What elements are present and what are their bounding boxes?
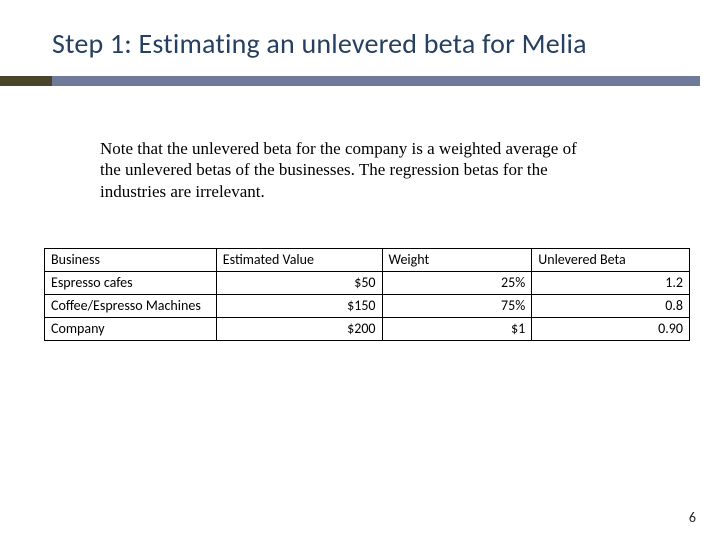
cell-unlevered-beta: 0.8	[532, 295, 690, 318]
page-number: 6	[689, 509, 696, 526]
cell-unlevered-beta: 0.90	[532, 318, 690, 341]
cell-business: Coffee/Espresso Machines	[45, 295, 217, 318]
col-header-weight: Weight	[382, 249, 532, 272]
title-underline-left	[0, 76, 52, 86]
title-underline	[0, 76, 700, 86]
title-underline-right	[52, 76, 700, 86]
slide-title: Step 1: Estimating an unlevered beta for…	[52, 26, 690, 61]
slide: Step 1: Estimating an unlevered beta for…	[0, 0, 720, 540]
table-row: Coffee/Espresso Machines $150 75% 0.8	[45, 295, 690, 318]
table-row: Espresso cafes $50 25% 1.2	[45, 272, 690, 295]
cell-weight: 75%	[382, 295, 532, 318]
cell-estimated-value: $200	[216, 318, 382, 341]
data-table-wrap: Business Estimated Value Weight Unlevere…	[44, 248, 690, 341]
col-header-unlevered-beta: Unlevered Beta	[532, 249, 690, 272]
cell-weight: 25%	[382, 272, 532, 295]
cell-business: Company	[45, 318, 217, 341]
cell-weight: $1	[382, 318, 532, 341]
table-header-row: Business Estimated Value Weight Unlevere…	[45, 249, 690, 272]
cell-estimated-value: $150	[216, 295, 382, 318]
cell-unlevered-beta: 1.2	[532, 272, 690, 295]
cell-business: Espresso cafes	[45, 272, 217, 295]
table-row: Company $200 $1 0.90	[45, 318, 690, 341]
note-text: Note that the unlevered beta for the com…	[100, 138, 578, 202]
col-header-business: Business	[45, 249, 217, 272]
data-table: Business Estimated Value Weight Unlevere…	[44, 248, 690, 341]
cell-estimated-value: $50	[216, 272, 382, 295]
col-header-estimated-value: Estimated Value	[216, 249, 382, 272]
